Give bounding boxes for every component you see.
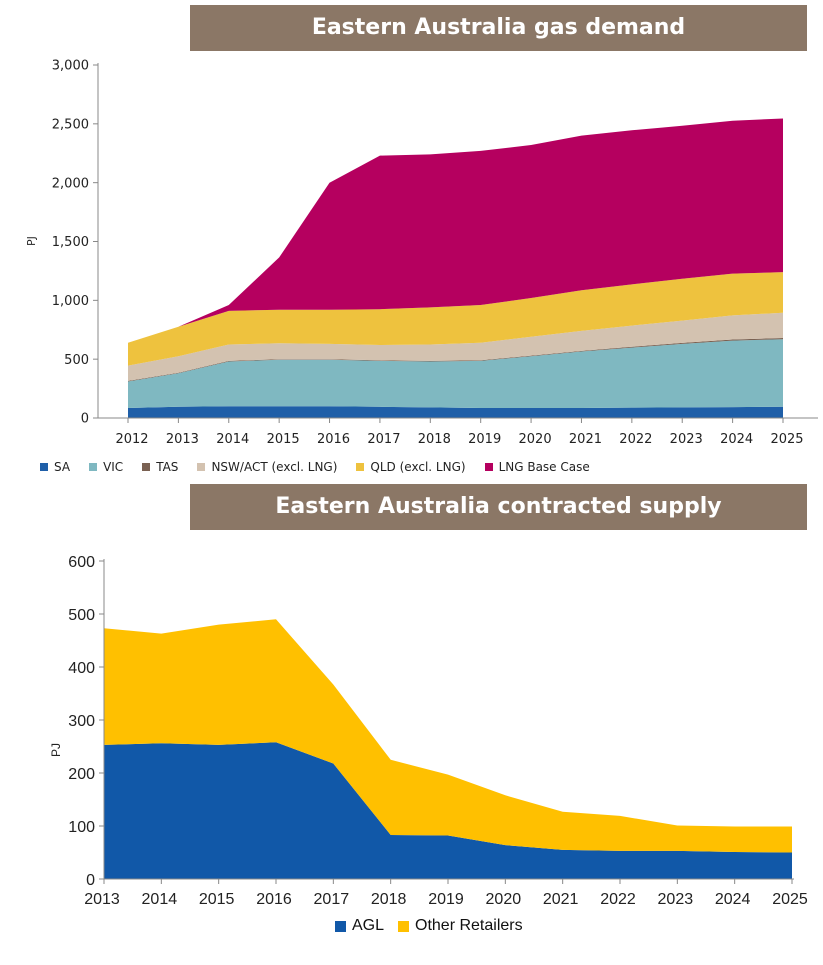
supply-legend-swatch — [335, 920, 346, 932]
demand-y-tick-label: 1,500 — [52, 235, 89, 250]
demand-legend: SA VIC TAS NSW/ACT (excl. LNG) QLD (excl. LN… — [40, 460, 609, 474]
supply-x-tick-label: 2021 — [543, 891, 579, 908]
demand-chart: 0 500 1,000 1,500 2,000 2,500 3,000 2012 2013 201… — [25, 59, 818, 447]
demand-y-tick-label: 500 — [64, 353, 89, 368]
demand-legend-label: LNG Base Case — [498, 460, 590, 474]
demand-y-tick-label: 1,000 — [52, 294, 89, 309]
supply-area-other-retailers — [104, 619, 792, 853]
supply-legend: AGL Other Retailers — [335, 917, 537, 935]
demand-x-tick-label: 2014 — [216, 432, 249, 447]
supply-y-axis-label: PJ — [49, 743, 63, 757]
demand-legend-label: QLD (excl. LNG) — [370, 460, 466, 474]
demand-x-tick-label: 2023 — [670, 432, 703, 447]
demand-legend-label: TAS — [156, 460, 179, 474]
demand-x-tick-label: 2021 — [569, 432, 602, 447]
supply-y-tick-label: 100 — [68, 819, 95, 836]
demand-area-vic — [128, 339, 783, 408]
demand-legend-item-lng-base-case: LNG Base Case — [484, 460, 590, 474]
supply-x-tick-label: 2017 — [314, 891, 350, 908]
supply-y-tick-label: 600 — [68, 554, 95, 571]
demand-legend-swatch — [142, 463, 151, 471]
demand-legend-item-tas: TAS — [142, 460, 178, 474]
demand-legend-swatch — [197, 463, 206, 471]
demand-legend-item-qld-excl-lng: QLD (excl. LNG) — [356, 460, 466, 474]
demand-y-tick-label: 2,500 — [52, 118, 89, 133]
supply-legend-label: AGL — [352, 917, 385, 934]
demand-x-tick-label: 2018 — [418, 432, 451, 447]
supply-x-tick-label: 2020 — [486, 891, 522, 908]
supply-chart: 0 100 200 300 400 500 600 2013 2014 2015 2016 2017 2… — [49, 554, 808, 908]
demand-legend-item-vic: VIC — [89, 460, 123, 474]
demand-legend-swatch — [484, 463, 493, 471]
demand-x-tick-label: 2022 — [619, 432, 652, 447]
supply-y-tick-label: 300 — [68, 713, 95, 730]
demand-area-sa — [128, 406, 783, 418]
supply-y-tick-label: 500 — [68, 607, 95, 624]
supply-y-tick-label: 200 — [68, 766, 95, 783]
chart2-title: Eastern Australia contracted supply — [190, 484, 807, 530]
supply-legend-swatch — [398, 920, 410, 932]
demand-x-tick-label: 2012 — [115, 432, 148, 447]
supply-x-tick-label: 2016 — [256, 891, 292, 908]
supply-x-tick-label: 2022 — [600, 891, 636, 908]
demand-x-tick-label: 2017 — [367, 432, 400, 447]
supply-legend-item-agl: AGL — [335, 917, 384, 935]
supply-legend-item-other-retailers: Other Retailers — [398, 917, 523, 935]
demand-legend-swatch — [40, 463, 48, 471]
supply-x-tick-label: 2025 — [772, 891, 808, 908]
supply-area-agl — [104, 742, 792, 879]
supply-x-tick-label: 2023 — [658, 891, 694, 908]
demand-legend-label: VIC — [103, 460, 124, 474]
demand-area-qld-excl-lng — [128, 272, 783, 366]
supply-x-tick-label: 2019 — [428, 891, 464, 908]
demand-legend-label: NSW/ACT (excl. LNG) — [211, 460, 338, 474]
supply-y-tick-label: 0 — [86, 872, 95, 889]
supply-legend-label: Other Retailers — [415, 917, 523, 934]
demand-y-tick-label: 2,000 — [52, 176, 89, 191]
chart1-title: Eastern Australia gas demand — [190, 5, 807, 51]
supply-x-tick-label: 2014 — [142, 891, 178, 908]
supply-x-tick-label: 2018 — [371, 891, 407, 908]
supply-x-tick-label: 2015 — [199, 891, 235, 908]
demand-x-tick-label: 2013 — [166, 432, 199, 447]
demand-x-tick-label: 2024 — [720, 432, 753, 447]
demand-y-tick-label: 3,000 — [52, 59, 89, 74]
demand-x-tick-label: 2019 — [468, 432, 501, 447]
demand-legend-item-nsw-act-excl-lng: NSW/ACT (excl. LNG) — [197, 460, 337, 474]
demand-area-nsw-act-excl-lng — [128, 312, 783, 381]
demand-x-tick-label: 2020 — [519, 432, 552, 447]
demand-area-lng-base-case — [128, 118, 783, 343]
demand-legend-label: SA — [54, 460, 71, 474]
supply-x-tick-label: 2024 — [715, 891, 751, 908]
demand-legend-item-sa: SA — [40, 460, 70, 474]
demand-legend-swatch — [89, 463, 98, 471]
demand-y-tick-label: 0 — [81, 412, 89, 427]
demand-x-tick-label: 2015 — [267, 432, 300, 447]
demand-y-axis-label: PJ — [25, 236, 38, 246]
supply-y-tick-label: 400 — [68, 660, 95, 677]
demand-x-tick-label: 2025 — [770, 432, 803, 447]
demand-legend-swatch — [356, 463, 365, 471]
demand-x-tick-label: 2016 — [317, 432, 350, 447]
supply-x-tick-label: 2013 — [84, 891, 120, 908]
